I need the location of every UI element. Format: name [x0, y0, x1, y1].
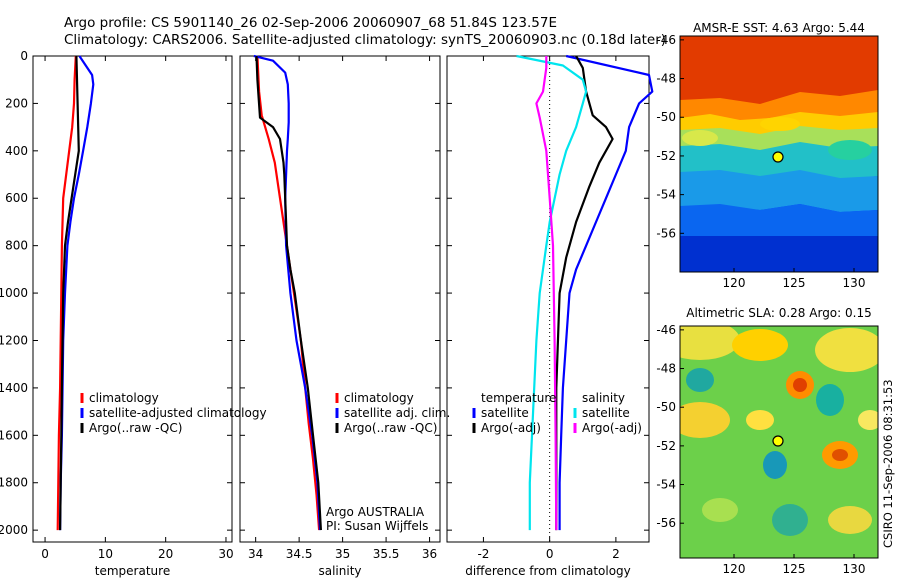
map-x-tick-label: 120 [723, 562, 746, 576]
profile-panel-2: 34 34.5 35 35.5 36 salinity climatologysatelli… [239, 54, 450, 578]
y-tick-label: 800 [5, 239, 28, 253]
sla-map: Altimetric SLA: 0.28 Argo: 0.15 120 125 13… [656, 306, 879, 576]
x-axis-label: salinity [318, 564, 361, 578]
side-timestamp-label: CSIRO 11-Sep-2006 08:31:53 [881, 379, 895, 548]
y-tick-label: 200 [5, 96, 28, 110]
x-tick-label: -2 [477, 547, 489, 561]
map-y-tick-label: -48 [656, 72, 676, 86]
x-tick-label: 0 [41, 547, 49, 561]
sst-map: AMSR-E SST: 4.63 Argo: 5.44 120 125 130 -56… [656, 21, 879, 290]
legend-label: Argo(..raw -QC) [89, 421, 182, 435]
sla-map-title: Altimetric SLA: 0.28 Argo: 0.15 [686, 306, 871, 320]
y-tick-label: 600 [5, 191, 28, 205]
series-line-satellite-adjusted-climatology [59, 55, 95, 531]
profile-panel-1: 0 10 20 30 0 200 400 600 800 1000 1200 1400 1600 1800… [0, 49, 267, 578]
panel-frame [32, 55, 233, 543]
map-y-tick-label: -56 [656, 226, 676, 240]
map-y-tick-label: -54 [656, 188, 676, 202]
legend-label: Argo(-adj) [481, 421, 541, 435]
x-tick-label: 0 [546, 547, 554, 561]
legend-label: satellite [582, 406, 630, 420]
y-tick-label: 1600 [0, 428, 28, 442]
y-tick-label: 1200 [0, 333, 28, 347]
legend-label: Argo(-adj) [582, 421, 642, 435]
series-line-argo-raw-qc- [59, 55, 80, 531]
panel-frame [239, 55, 441, 543]
sst-map-title: AMSR-E SST: 4.63 Argo: 5.44 [693, 21, 865, 35]
x-tick-label: 2 [612, 547, 620, 561]
series-line-argo-adj- [535, 56, 558, 531]
x-tick-label: 36 [422, 547, 437, 561]
panel-annotation: Argo AUSTRALIA [326, 505, 425, 519]
legend-label: Argo(..raw -QC) [344, 421, 437, 435]
sla-field [680, 326, 878, 558]
legend-label: satellite adj. clim. [344, 406, 450, 420]
legend-title-temperature: temperature [481, 391, 556, 405]
series-line-satellite [558, 54, 654, 531]
series-line-satellite [516, 54, 588, 531]
map-y-tick-label: -48 [656, 362, 676, 376]
series-line-satellite-adj-clim- [253, 54, 322, 531]
map-x-tick-label: 130 [843, 562, 866, 576]
y-tick-label: 1800 [0, 476, 28, 490]
map-y-tick-label: -46 [656, 33, 676, 47]
sst-argo-marker [772, 151, 784, 163]
series-line-argo-raw-qc- [255, 55, 322, 531]
legend-label: satellite-adjusted climatology [89, 406, 267, 420]
figure-title-line1: Argo profile: CS 5901140_26 02-Sep-2006 … [64, 15, 557, 31]
x-tick-label: 35 [335, 547, 350, 561]
x-axis-label: difference from climatology [465, 564, 631, 578]
x-axis-label: temperature [95, 564, 170, 578]
sst-field [680, 36, 878, 272]
y-tick-label: 1000 [0, 286, 28, 300]
map-y-tick-label: -52 [656, 149, 676, 163]
x-tick-label: 35.5 [373, 547, 400, 561]
map-y-tick-label: -56 [656, 516, 676, 530]
figure-title-line2: Climatology: CARS2006. Satellite-adjuste… [64, 32, 666, 48]
x-tick-label: 20 [158, 547, 173, 561]
sla-argo-marker [772, 435, 784, 447]
map-y-tick-label: -54 [656, 478, 676, 492]
map-x-tick-label: 130 [843, 276, 866, 290]
map-y-tick-label: -50 [656, 110, 676, 124]
x-tick-label: 34.5 [286, 547, 313, 561]
map-y-tick-label: -50 [656, 400, 676, 414]
series-line-climatology [56, 55, 77, 531]
panel-annotation: PI: Susan Wijffels [326, 519, 428, 533]
legend-label: climatology [344, 391, 414, 405]
map-x-tick-label: 125 [783, 562, 806, 576]
map-x-tick-label: 120 [723, 276, 746, 290]
legend-label: climatology [89, 391, 159, 405]
profile-panels: 0 10 20 30020040060080010001200140016001800… [0, 49, 654, 578]
y-tick-label: 2000 [0, 523, 28, 537]
legend-title-salinity: salinity [582, 391, 625, 405]
series-line-argo-adj- [555, 55, 614, 531]
legend-label: satellite [481, 406, 529, 420]
sst-map-axes: 120 125 130 -56 -54 -52 -50 -48 -46 [656, 33, 865, 290]
y-tick-label: 400 [5, 144, 28, 158]
y-tick-label: 1400 [0, 381, 28, 395]
x-tick-label: 10 [98, 547, 113, 561]
profile-panel-3: -2 0 2 difference from climatology temperatu… [446, 54, 654, 578]
map-y-tick-label: -46 [656, 323, 676, 337]
map-y-tick-label: -52 [656, 439, 676, 453]
x-tick-label: 30 [218, 547, 233, 561]
panel-frame [446, 55, 650, 543]
sla-map-axes: 120 125 130 -56 -54 -52 -50 -48 -46 [656, 323, 865, 576]
map-x-tick-label: 125 [783, 276, 806, 290]
y-tick-label: 0 [20, 49, 28, 63]
x-tick-label: 34 [248, 547, 263, 561]
